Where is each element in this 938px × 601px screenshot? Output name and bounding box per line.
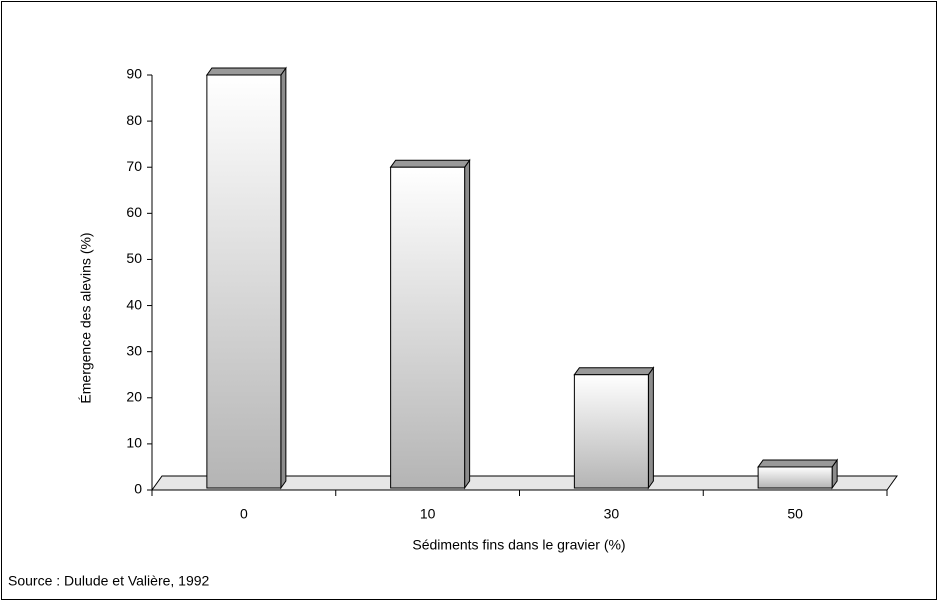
x-tick-label: 0 bbox=[240, 506, 248, 522]
bar-top bbox=[205, 67, 287, 76]
bar-front bbox=[390, 166, 466, 489]
y-tick-label: 10 bbox=[126, 435, 142, 451]
bar-top bbox=[757, 459, 839, 468]
bar-side bbox=[464, 158, 471, 490]
bar-front bbox=[757, 466, 833, 489]
y-tick-label: 60 bbox=[126, 204, 142, 220]
bar bbox=[573, 366, 655, 490]
y-tick-label: 50 bbox=[126, 250, 142, 266]
y-tick-label: 20 bbox=[126, 388, 142, 404]
x-axis-label: Sédiments fins dans le gravier (%) bbox=[412, 537, 625, 553]
y-axis-label: Émergence des alevins (%) bbox=[78, 232, 94, 403]
y-tick-label: 70 bbox=[126, 158, 142, 174]
bar-front bbox=[206, 74, 282, 489]
y-tick-label: 30 bbox=[126, 342, 142, 358]
bar-front bbox=[573, 374, 649, 489]
bar-top bbox=[389, 159, 471, 168]
x-tick-label: 50 bbox=[787, 506, 803, 522]
y-tick-label: 90 bbox=[126, 66, 142, 82]
bar bbox=[389, 158, 471, 490]
y-tick-label: 80 bbox=[126, 112, 142, 128]
x-tick-label: 30 bbox=[604, 506, 620, 522]
bar-top bbox=[573, 367, 655, 376]
bar-side bbox=[280, 66, 287, 490]
y-tick-label: 40 bbox=[126, 296, 142, 312]
bar bbox=[757, 458, 839, 490]
bar bbox=[205, 66, 287, 490]
source-note: Source : Dulude et Valière, 1992 bbox=[8, 573, 210, 589]
bar-side bbox=[647, 366, 654, 490]
y-tick-label: 0 bbox=[134, 481, 142, 497]
x-tick-label: 10 bbox=[420, 506, 436, 522]
